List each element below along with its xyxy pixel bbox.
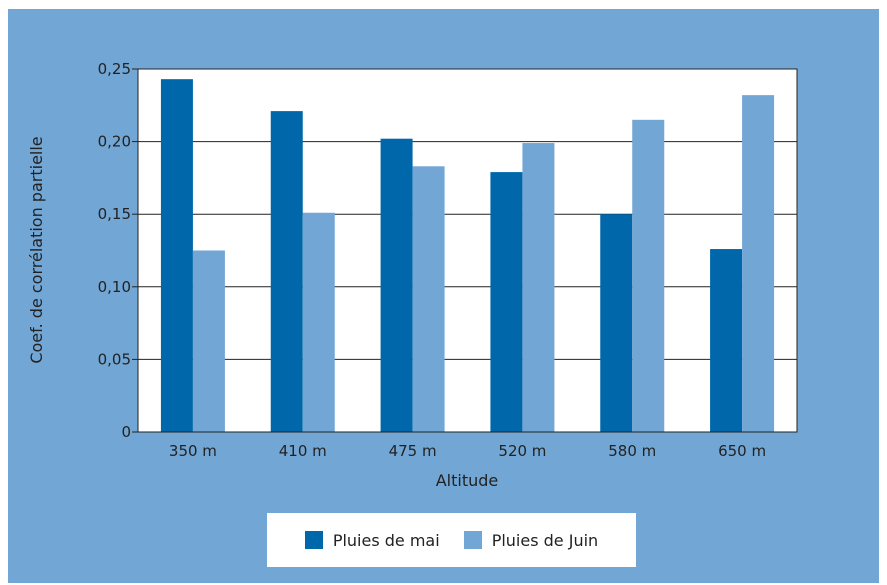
bar-mai: [710, 249, 743, 432]
bar-mai: [490, 172, 523, 433]
x-tick-labels: 350 m 410 m 475 m 520 m 580 m 650 m: [169, 442, 766, 460]
legend-item-juin: Pluies de Juin: [463, 530, 599, 550]
bar-juin: [192, 250, 225, 432]
bar-mai: [160, 79, 193, 432]
y-tick-label: 0,05: [98, 350, 131, 368]
bar-mai: [270, 111, 303, 432]
y-tick-labels: 0 0,05 0,10 0,15 0,20 0,25: [98, 60, 131, 441]
plot-frame: [137, 68, 798, 433]
plot-area: [138, 69, 797, 432]
bar-juin: [302, 212, 335, 432]
legend-label-mai: Pluies de mai: [332, 530, 440, 550]
y-tick-label: 0: [121, 423, 131, 441]
bar-juin: [632, 119, 665, 432]
y-axis-title: Coef. de corrélation partielle: [27, 136, 46, 363]
legend: Pluies de mai Pluies de Juin: [267, 513, 636, 567]
gridlines: [132, 68, 797, 433]
x-tick-label: 650 m: [718, 442, 766, 460]
legend-swatch-mai: [304, 531, 323, 549]
bars: [160, 79, 775, 433]
bar-juin: [412, 166, 445, 432]
legend-item-mai: Pluies de mai: [304, 530, 440, 550]
x-tick-label: 410 m: [279, 442, 327, 460]
bar-juin: [522, 143, 555, 432]
x-tick-label: 520 m: [498, 442, 546, 460]
x-axis-title: Altitude: [436, 471, 499, 490]
y-tick-label: 0,25: [98, 60, 131, 78]
x-tick-label: 580 m: [608, 442, 656, 460]
legend-label-juin: Pluies de Juin: [491, 530, 599, 550]
bar-mai: [380, 138, 413, 433]
legend-swatch-juin: [463, 531, 482, 549]
x-tick-label: 350 m: [169, 442, 217, 460]
x-tick-label: 475 m: [389, 442, 437, 460]
y-tick-label: 0,20: [98, 133, 131, 151]
bar-juin: [742, 95, 775, 433]
bar-mai: [600, 214, 633, 432]
y-tick-label: 0,15: [98, 205, 131, 223]
y-tick-label: 0,10: [98, 278, 131, 296]
